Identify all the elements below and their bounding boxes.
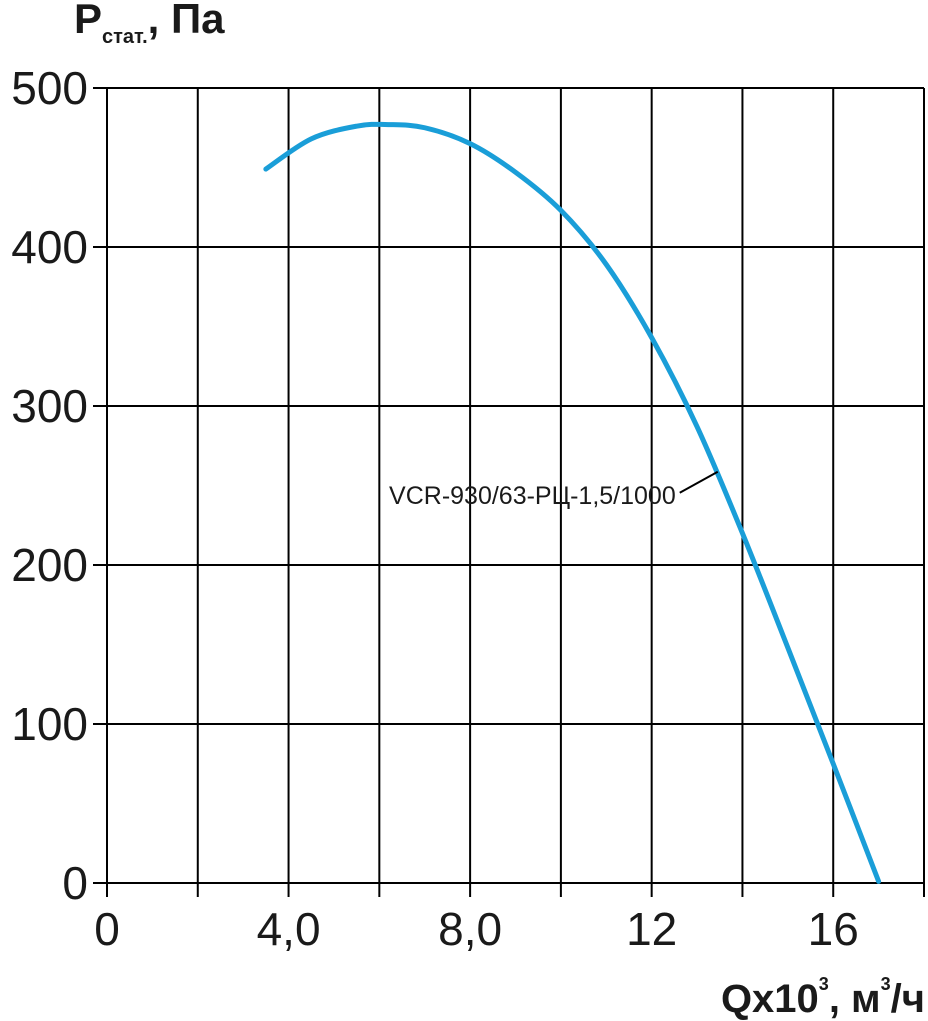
series-group: [263, 121, 882, 884]
x-tick-label: 4,0: [257, 903, 321, 955]
y-tick-label: 0: [62, 857, 88, 909]
y-tick-label: 500: [11, 62, 88, 114]
y-tick-label: 200: [11, 539, 88, 591]
series-annotation: VCR-930/63-РЦ-1,5/1000: [389, 482, 676, 510]
x-axis-ticks: 0 4,0 8,0 12 16: [94, 883, 925, 955]
y-axis-title: Pстат., Па: [74, 0, 225, 48]
y-axis-ticks: 0 100 200 300 400 500: [11, 62, 107, 909]
chart-grid: [106, 87, 925, 884]
annotation-leader-line: [679, 470, 719, 494]
y-tick-label: 400: [11, 221, 88, 273]
y-tick-label: 300: [11, 380, 88, 432]
series-line: [263, 121, 882, 884]
x-tick-label: 8,0: [438, 903, 502, 955]
x-tick-label: 0: [94, 903, 120, 955]
x-tick-label: 16: [808, 903, 859, 955]
x-tick-label: 12: [626, 903, 677, 955]
x-axis-title: Qx103, м3/ч: [721, 974, 925, 1021]
y-tick-label: 100: [11, 698, 88, 750]
